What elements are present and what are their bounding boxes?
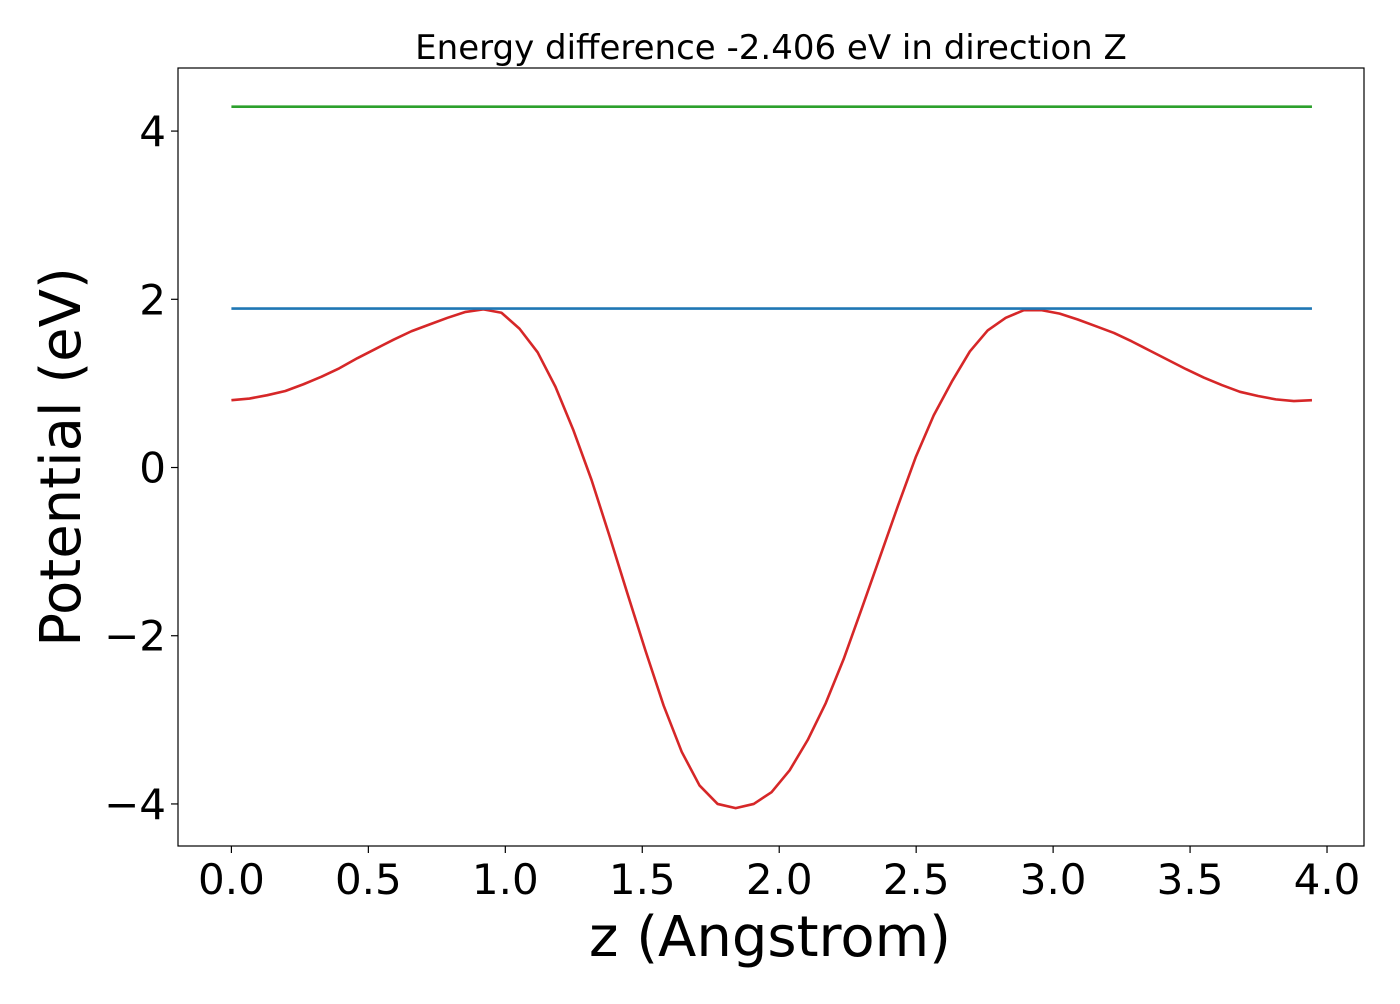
x-tick-label: 1.0: [472, 855, 539, 904]
x-tick-label: 0.5: [335, 855, 402, 904]
series-layer: [231, 105, 1313, 810]
y-tick-label: −4: [104, 780, 166, 829]
x-ticks: 0.0 0.5 1.0 1.5 2.0 2.5 3.0 3.5 4.0: [198, 846, 1360, 904]
y-tick-label: 2: [139, 275, 166, 324]
y-tick-label: −2: [104, 612, 166, 661]
x-tick-label: 2.0: [746, 855, 813, 904]
y-ticks: −4 −2 0 2 4: [104, 107, 178, 829]
x-tick-label: 0.0: [198, 855, 265, 904]
x-tick-label: 1.5: [609, 855, 676, 904]
y-tick-label: 0: [139, 444, 166, 493]
plot-frame: [177, 67, 1365, 847]
y-axis-label: Potential (eV): [29, 267, 94, 647]
x-tick-label: 3.0: [1020, 855, 1087, 904]
y-tick-label: 4: [139, 107, 166, 156]
x-tick-label: 4.0: [1294, 855, 1361, 904]
x-axis-label: z (Angstrom): [589, 905, 951, 970]
x-tick-label: 2.5: [883, 855, 950, 904]
series-line-1: [231, 308, 1313, 810]
x-tick-label: 3.5: [1157, 855, 1224, 904]
chart-title: Energy difference -2.406 eV in direction…: [415, 28, 1127, 68]
